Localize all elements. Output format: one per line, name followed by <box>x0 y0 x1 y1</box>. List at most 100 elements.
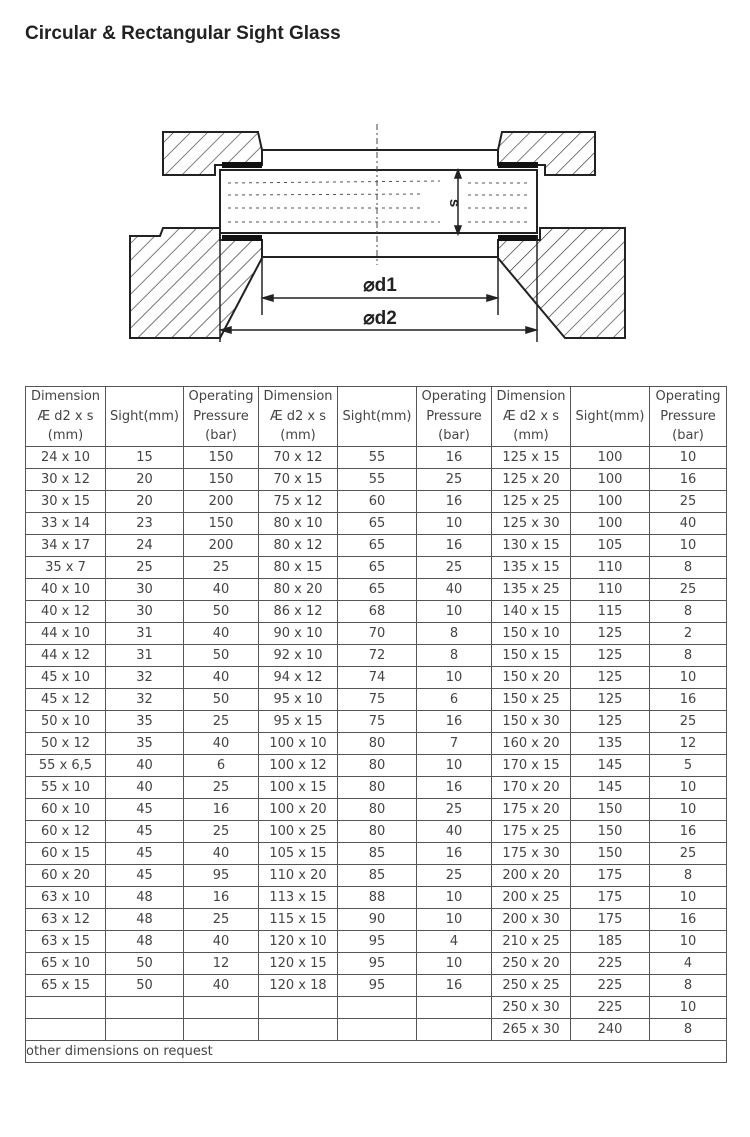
table-cell: 65 <box>337 578 417 601</box>
table-cell: 45 x 12 <box>25 688 106 711</box>
table-header-row: Dimension Æ d2 x s (mm) Sight(mm) Operating P… <box>25 386 727 447</box>
table-cell: 25 <box>183 556 259 579</box>
table-cell: 35 x 7 <box>25 556 106 579</box>
table-cell: 50 x 12 <box>25 732 106 755</box>
table-cell: 100 <box>570 468 650 491</box>
table-cell: 175 x 20 <box>491 798 571 821</box>
table-cell: 65 x 10 <box>25 952 106 975</box>
table-cell: 25 <box>416 468 492 491</box>
table-cell: 80 x 15 <box>258 556 338 579</box>
table-row: 250 x 30 225 10 <box>25 996 727 1019</box>
table-cell: 94 x 12 <box>258 666 338 689</box>
table-cell: 15 <box>105 446 184 469</box>
table-cell: 86 x 12 <box>258 600 338 623</box>
table-cell: 40 <box>183 842 259 865</box>
table-cell: 125 <box>570 688 650 711</box>
table-cell: 25 <box>649 490 727 513</box>
table-cell: 40 <box>183 622 259 645</box>
column-header-line: Æ d2 x s <box>37 408 94 424</box>
table-cell: 225 <box>570 974 650 997</box>
table-cell: 45 <box>105 820 184 843</box>
table-cell: 50 <box>183 600 259 623</box>
table-cell: 80 x 12 <box>258 534 338 557</box>
table-cell: 140 x 15 <box>491 600 571 623</box>
table-cell: 32 <box>105 666 184 689</box>
table-cell: 120 x 15 <box>258 952 338 975</box>
table-cell: 10 <box>649 798 727 821</box>
top-flange-left <box>162 131 263 176</box>
table-cell: 40 <box>183 732 259 755</box>
column-header-line: Sight(mm) <box>575 408 645 424</box>
table-cell: 95 <box>337 974 417 997</box>
table-cell: 16 <box>183 886 259 909</box>
column-header-line: Æ d2 x s <box>269 408 327 424</box>
table-cell: 2 <box>649 622 727 645</box>
table-cell: 20 <box>105 468 184 491</box>
table-cell: 30 <box>105 578 184 601</box>
table-cell: 16 <box>416 490 492 513</box>
table-cell: 175 <box>570 886 650 909</box>
column-header: Sight(mm) <box>105 386 184 447</box>
table-cell: 85 <box>337 864 417 887</box>
table-cell: 120 x 10 <box>258 930 338 953</box>
table-cell: 95 <box>183 864 259 887</box>
table-cell: 175 <box>570 864 650 887</box>
table-cell: 60 x 10 <box>25 798 106 821</box>
thickness-label: s <box>446 199 463 207</box>
table-row: 33 x 14 23 150 80 x 10 65 10 125 x 30 100 40 <box>25 512 727 535</box>
table-row: 55 x 10 40 25 100 x 15 80 16 170 x 20 145 10 <box>25 776 727 799</box>
table-cell: 6 <box>183 754 259 777</box>
table-cell: 90 x 10 <box>258 622 338 645</box>
table-cell: 16 <box>649 468 727 491</box>
body-left <box>129 227 263 339</box>
table-cell: 48 <box>105 886 184 909</box>
table-cell: 50 <box>183 644 259 667</box>
table-cell: 55 <box>337 446 417 469</box>
table-cell: 10 <box>416 908 492 931</box>
table-cell: 44 x 10 <box>25 622 106 645</box>
top-flange-right <box>497 131 596 176</box>
table-row: 63 x 15 48 40 120 x 10 95 4 210 x 25 185 10 <box>25 930 727 953</box>
table-cell: 150 x 10 <box>491 622 571 645</box>
table-cell: 135 <box>570 732 650 755</box>
table-cell: 125 <box>570 666 650 689</box>
table-cell: 265 x 30 <box>491 1018 571 1041</box>
table-cell: 16 <box>649 688 727 711</box>
column-header-line: Operating <box>655 389 721 405</box>
table-cell: 200 x 25 <box>491 886 571 909</box>
table-cell: 145 <box>570 776 650 799</box>
table-cell: 31 <box>105 622 184 645</box>
table-cell: 80 <box>337 732 417 755</box>
table-cell: 16 <box>183 798 259 821</box>
table-cell: 250 x 20 <box>491 952 571 975</box>
table-cell: 40 <box>416 820 492 843</box>
table-cell: 60 x 15 <box>25 842 106 865</box>
table-cell: 75 <box>337 710 417 733</box>
table-cell: 40 x 10 <box>25 578 106 601</box>
table-cell: 50 <box>183 688 259 711</box>
sight-glass-dimensions-table: Dimension Æ d2 x s (mm) Sight(mm) Operating P… <box>25 386 727 1063</box>
table-row: 65 x 10 50 12 120 x 15 95 10 250 x 20 225 4 <box>25 952 727 975</box>
sight-glass-cross-section-diagram: s ⌀d1 ⌀d2 <box>129 124 626 342</box>
table-row: 40 x 12 30 50 86 x 12 68 10 140 x 15 115 8 <box>25 600 727 623</box>
table-cell: 115 <box>570 600 650 623</box>
table-cell: 125 <box>570 622 650 645</box>
table-cell: 5 <box>649 754 727 777</box>
table-cell: 32 <box>105 688 184 711</box>
table-cell: 25 <box>649 842 727 865</box>
table-cell: 150 <box>570 798 650 821</box>
table-footer-row: other dimensions on request <box>25 1040 727 1063</box>
table-cell: 45 x 10 <box>25 666 106 689</box>
table-cell: 8 <box>649 600 727 623</box>
table-cell: 95 <box>337 930 417 953</box>
table-cell: 10 <box>649 776 727 799</box>
table-cell: 110 <box>570 578 650 601</box>
table-cell: 105 x 15 <box>258 842 338 865</box>
table-cell: 60 x 12 <box>25 820 106 843</box>
table-cell: 16 <box>416 842 492 865</box>
column-header-line: Sight(mm) <box>342 408 412 424</box>
table-cell: 63 x 12 <box>25 908 106 931</box>
table-cell: 45 <box>105 864 184 887</box>
table-cell: 30 <box>105 600 184 623</box>
table-cell: 25 <box>416 556 492 579</box>
